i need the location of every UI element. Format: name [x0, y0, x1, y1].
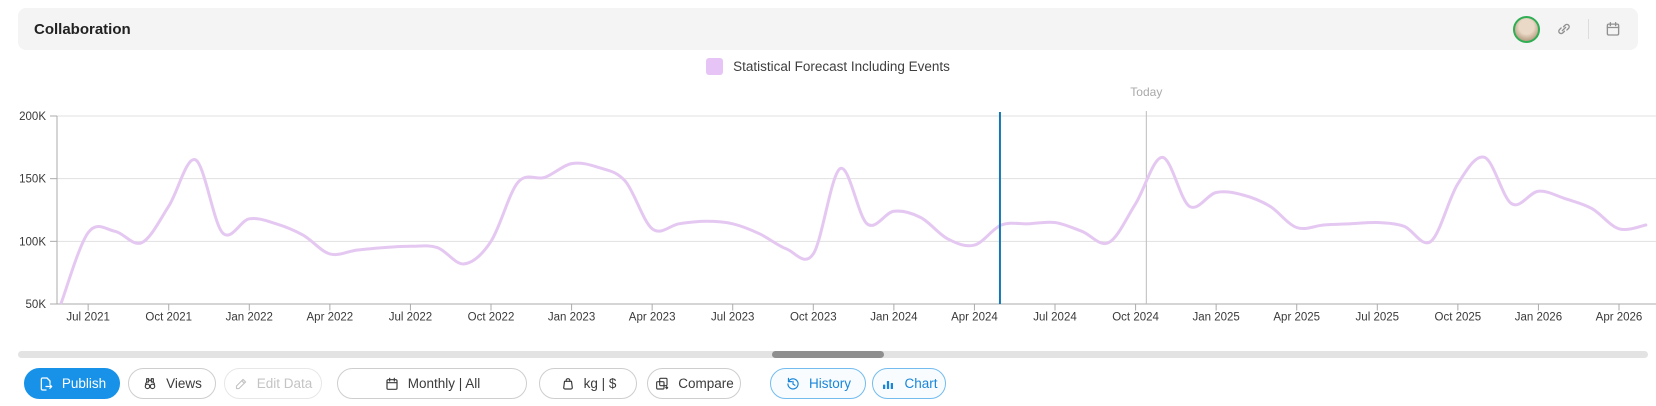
x-tick-label: Jul 2021 — [66, 312, 109, 324]
x-tick-label: Apr 2025 — [1273, 312, 1320, 324]
x-tick-label: Oct 2023 — [790, 312, 837, 324]
chart-label: Chart — [904, 376, 938, 391]
views-label: Views — [166, 376, 202, 391]
today-label: Today — [1130, 85, 1162, 99]
units-label: kg | $ — [583, 376, 617, 391]
weight-icon — [562, 377, 573, 390]
x-tick-label: Oct 2025 — [1435, 312, 1482, 324]
history-icon — [787, 377, 799, 390]
y-tick-label: 150K — [19, 174, 46, 186]
units-button[interactable]: kg | $ — [539, 368, 637, 399]
header-divider — [1588, 19, 1589, 39]
publish-label: Publish — [61, 376, 107, 391]
publish-button[interactable]: Publish — [24, 368, 120, 399]
views-button[interactable]: Views — [128, 368, 216, 399]
legend-swatch — [706, 58, 724, 75]
edit-data-button[interactable]: Edit Data — [224, 368, 322, 399]
calendar-icon[interactable] — [1604, 20, 1622, 38]
compare-button[interactable]: Compare — [647, 368, 741, 399]
bar-chart-icon — [883, 380, 894, 389]
edit-data-label: Edit Data — [256, 376, 313, 391]
avatar[interactable] — [1513, 15, 1540, 43]
period-label: Monthly | All — [407, 376, 481, 391]
horizontal-scrollbar[interactable] — [18, 351, 1648, 358]
publish-icon — [40, 376, 53, 391]
chart-button[interactable]: Chart — [872, 368, 946, 399]
x-tick-label: Jul 2025 — [1356, 312, 1399, 324]
page-title: Collaboration — [34, 20, 131, 38]
legend-label: Statistical Forecast Including Events — [733, 59, 950, 74]
y-tick-label: 50K — [26, 299, 47, 311]
period-button[interactable]: Monthly | All — [337, 368, 527, 399]
y-tick-label: 200K — [19, 111, 46, 123]
header-actions — [1513, 15, 1622, 43]
y-tick-label: 100K — [19, 236, 46, 248]
chart-legend[interactable]: Statistical Forecast Including Events — [0, 58, 1656, 75]
x-tick-label: Oct 2021 — [145, 312, 192, 324]
x-tick-label: Jan 2023 — [548, 312, 595, 324]
x-tick-label: Jan 2026 — [1515, 312, 1562, 324]
compare-label: Compare — [678, 376, 734, 391]
binoculars-icon — [144, 377, 156, 389]
link-icon[interactable] — [1555, 20, 1573, 38]
calendar-icon — [386, 377, 398, 390]
x-tick-label: Apr 2026 — [1596, 312, 1643, 324]
x-tick-label: Jan 2022 — [226, 312, 273, 324]
forecast-series-line — [59, 155, 1648, 305]
x-tick-label: Jan 2025 — [1192, 312, 1239, 324]
x-tick-label: Oct 2022 — [468, 312, 515, 324]
forecast-chart[interactable]: 200K 150K 100K 50K Jul 2021 Oct 2021 Jan 2022 A… — [0, 0, 1656, 340]
compare-icon — [656, 377, 669, 390]
x-tick-label: Jan 2024 — [870, 312, 918, 324]
x-tick-label: Apr 2024 — [951, 312, 998, 324]
x-tick-label: Jul 2023 — [711, 312, 754, 324]
x-tick-label: Oct 2024 — [1112, 312, 1159, 324]
x-tick-label: Apr 2023 — [629, 312, 676, 324]
history-button[interactable]: History — [770, 368, 866, 399]
x-tick-label: Jul 2022 — [389, 312, 432, 324]
history-label: History — [808, 376, 851, 391]
scrollbar-thumb[interactable] — [772, 351, 884, 358]
panel-header: Collaboration — [18, 8, 1638, 50]
pencil-icon — [235, 378, 246, 390]
x-tick-label: Jul 2024 — [1033, 312, 1077, 324]
x-tick-label: Apr 2022 — [307, 312, 354, 324]
